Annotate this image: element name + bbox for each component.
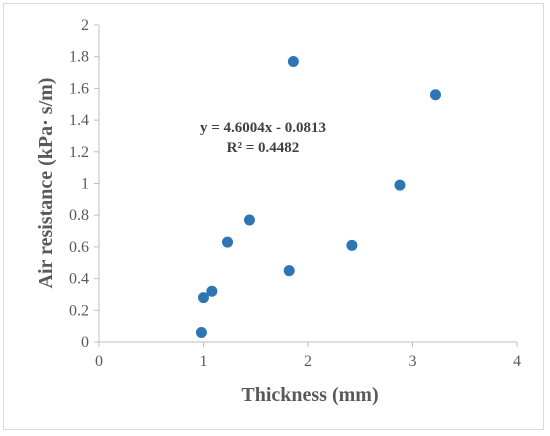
y-tick-label: 1.8 [69, 49, 89, 66]
data-point [198, 292, 209, 304]
y-tick-label: 1.4 [69, 112, 89, 129]
x-tick-label: 0 [95, 353, 103, 370]
y-tick-label: 0.2 [69, 302, 89, 319]
data-point [283, 265, 295, 277]
data-point [243, 214, 255, 226]
r-squared-label: R² = 0.4482 [227, 140, 300, 156]
y-tick-label: 1.6 [69, 80, 89, 97]
data-point [206, 285, 218, 297]
data-point [429, 89, 441, 101]
y-tick-label: 1.2 [69, 144, 89, 161]
x-tick-label: 3 [409, 353, 417, 370]
x-axis-title: Thickness (mm) [241, 384, 378, 406]
data-point [287, 55, 299, 67]
data-point [222, 236, 234, 248]
x-tick-label: 1 [200, 353, 208, 370]
y-tick-label: 0.6 [69, 239, 89, 256]
x-tick-label: 4 [513, 353, 521, 370]
trendline-equation: y = 4.6004x - 0.0813 [200, 120, 326, 136]
y-tick-label: 2 [81, 17, 89, 34]
y-tick-label: 0.4 [69, 271, 89, 288]
data-point [394, 179, 406, 191]
data-point [195, 326, 207, 338]
y-tick-label: 0 [81, 334, 89, 351]
y-axis-title: Air resistance (kPa· s/m) [35, 78, 57, 289]
y-tick-label: 1 [81, 176, 89, 193]
chart-frame [3, 3, 544, 430]
tick-labels: 0 0.2 0.4 0.6 0.8 1 1.2 1.4 1.6 1.8 2 0 1 2 3 4 [69, 17, 521, 370]
y-tick-label: 0.8 [69, 207, 89, 224]
data-points [195, 55, 441, 338]
x-tick-label: 2 [304, 353, 312, 370]
axes-layer [94, 24, 518, 347]
data-point [346, 239, 358, 251]
